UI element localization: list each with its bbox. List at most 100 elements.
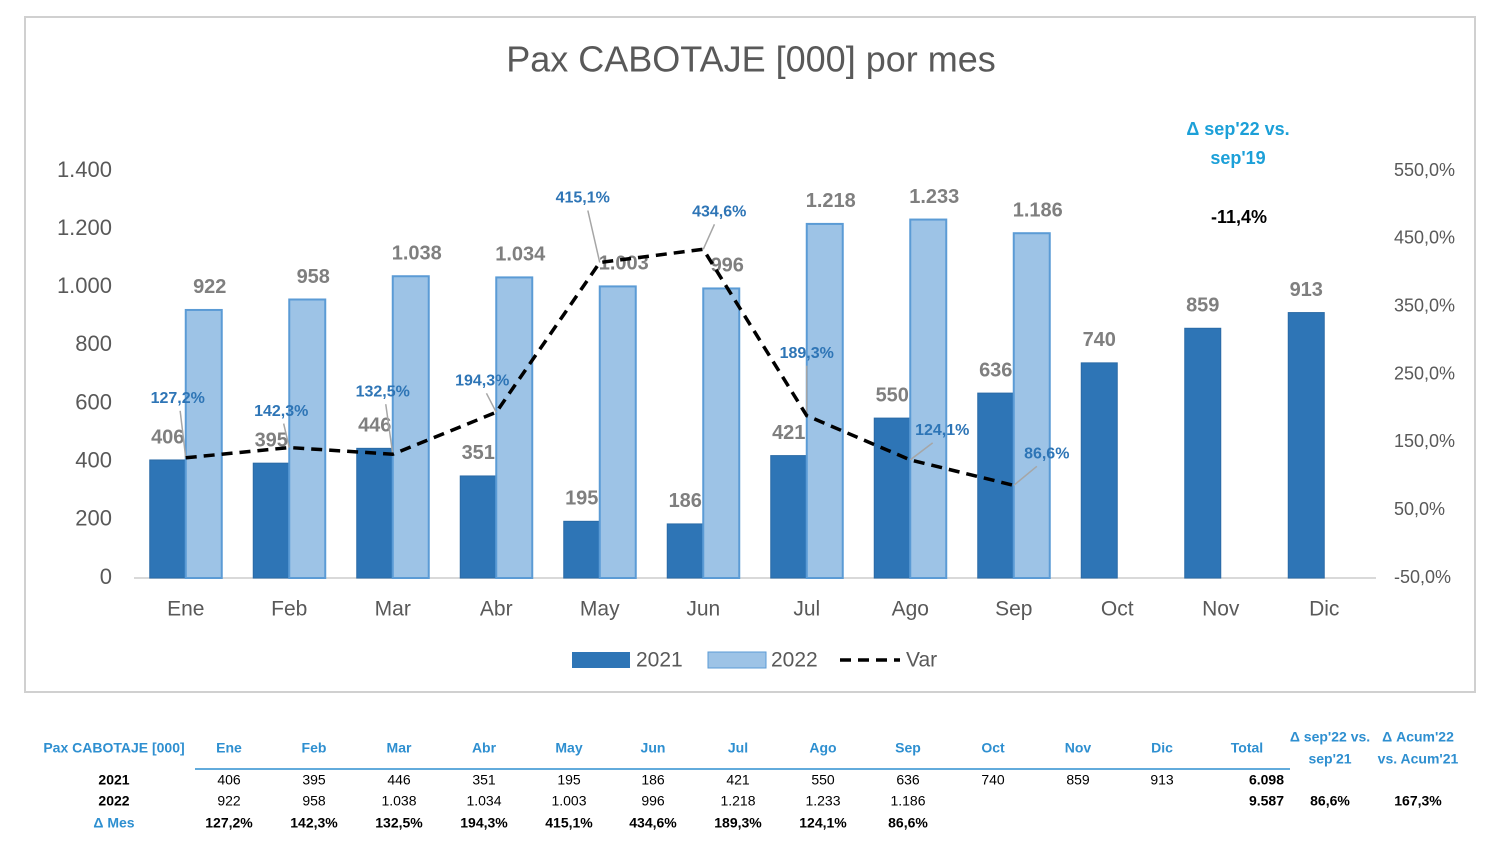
chart-title: Pax CABOTAJE [000] por mes — [506, 39, 996, 80]
leader-line — [909, 442, 934, 461]
bar-2022 — [495, 276, 534, 579]
data-label: 1.003 — [599, 253, 649, 275]
table-cell: 1.186 — [890, 793, 925, 809]
table-header: Oct — [981, 740, 1005, 756]
bar-2022 — [288, 298, 327, 579]
y2-tick-label: -50,0% — [1394, 567, 1451, 587]
bar-2021 — [149, 459, 187, 579]
var-label: 132,5% — [356, 383, 410, 400]
y-tick-label: 1.200 — [57, 215, 112, 240]
table-header: Mar — [387, 740, 412, 756]
bar-2021 — [1287, 312, 1325, 579]
table-header: Nov — [1065, 740, 1092, 756]
table-cell: 395 — [302, 772, 326, 788]
data-label: 421 — [772, 422, 805, 444]
bar-2022 — [598, 285, 637, 579]
leader-line — [1013, 465, 1038, 486]
table-cell: 434,6% — [629, 815, 677, 831]
table-header: Jun — [641, 740, 666, 756]
data-label: 996 — [711, 255, 744, 277]
data-label: 186 — [669, 490, 702, 512]
table-delta: 86,6% — [1310, 793, 1350, 809]
row-label: Δ Mes — [93, 815, 134, 831]
bar-2022 — [391, 275, 430, 579]
y-tick-label: 400 — [75, 448, 112, 473]
var-label: 194,3% — [455, 373, 509, 390]
bar-2021 — [252, 462, 290, 579]
legend-label: 2021 — [636, 649, 683, 672]
y2-tick-label: 550,0% — [1394, 160, 1455, 180]
table-cell: 1.233 — [805, 793, 840, 809]
x-tick-label: Ago — [892, 598, 929, 621]
table-header: Ago — [809, 740, 836, 756]
bar-2021 — [873, 417, 911, 579]
table-cell: 186 — [641, 772, 665, 788]
table-cell: 124,1% — [799, 815, 847, 831]
table-cell: 406 — [217, 772, 241, 788]
data-label: 406 — [151, 426, 184, 448]
table-cell: 142,3% — [290, 815, 338, 831]
row-label: 2021 — [98, 772, 129, 788]
var-label: 124,1% — [915, 422, 969, 439]
x-tick-label: Jul — [793, 598, 820, 621]
x-tick-label: Oct — [1101, 598, 1134, 621]
leader-line — [587, 210, 601, 263]
y2-tick-label: 450,0% — [1394, 228, 1455, 248]
table-cell: 550 — [811, 772, 835, 788]
table-cell: 132,5% — [375, 815, 423, 831]
table-header: Sep — [895, 740, 921, 756]
var-label: 142,3% — [254, 403, 308, 420]
var-label: 434,6% — [692, 203, 746, 220]
annotation: sep'19 — [1210, 148, 1265, 168]
table-cell: 351 — [472, 772, 496, 788]
bar-2021 — [666, 523, 704, 579]
data-label: 1.038 — [392, 243, 442, 265]
table-cell: 1.038 — [381, 793, 416, 809]
data-label: 913 — [1290, 279, 1323, 301]
data-label: 958 — [297, 266, 330, 288]
table-cell: 421 — [726, 772, 750, 788]
legend-swatch — [572, 652, 630, 668]
y-tick-label: 800 — [75, 331, 112, 356]
bar-2022 — [184, 308, 223, 579]
table-header: May — [555, 740, 582, 756]
table-cell: 922 — [217, 793, 241, 809]
table-total: 9.587 — [1249, 793, 1284, 809]
table-cell: 127,2% — [205, 815, 253, 831]
data-label: 1.186 — [1013, 199, 1063, 221]
bar-2021 — [770, 455, 808, 579]
table-cell: 996 — [641, 793, 665, 809]
table-cell: 195 — [557, 772, 581, 788]
table-header: Pax CABOTAJE [000] — [43, 740, 184, 756]
y-tick-label: 200 — [75, 506, 112, 531]
data-label: 446 — [358, 415, 391, 437]
data-label: 1.034 — [495, 244, 546, 266]
data-label: 195 — [565, 488, 598, 510]
row-label: 2022 — [98, 793, 129, 809]
x-tick-label: Nov — [1202, 598, 1240, 621]
bar-2022 — [702, 287, 741, 579]
table-cell: 1.034 — [466, 793, 501, 809]
data-label: 636 — [979, 359, 1012, 381]
y2-tick-label: 250,0% — [1394, 363, 1455, 383]
legend-label: Var — [906, 649, 937, 672]
table-header: Δ sep'22 vs. — [1290, 729, 1370, 745]
leader-line — [485, 392, 497, 413]
table-cell: 636 — [896, 772, 920, 788]
data-label: 395 — [255, 429, 288, 451]
x-tick-label: Dic — [1309, 598, 1339, 621]
table-total: 6.098 — [1249, 772, 1284, 788]
data-label: 550 — [876, 384, 909, 406]
bar-2021 — [1080, 362, 1118, 579]
legend-swatch — [707, 651, 767, 669]
bar-2021 — [563, 520, 601, 579]
var-label: 86,6% — [1024, 446, 1069, 463]
y-tick-label: 0 — [100, 564, 112, 589]
table-header: Feb — [302, 740, 327, 756]
table-cell: 86,6% — [888, 815, 928, 831]
x-tick-label: Feb — [271, 598, 307, 621]
y-tick-label: 1.400 — [57, 157, 112, 182]
leader-line — [282, 423, 290, 448]
table-cell: 1.003 — [551, 793, 586, 809]
